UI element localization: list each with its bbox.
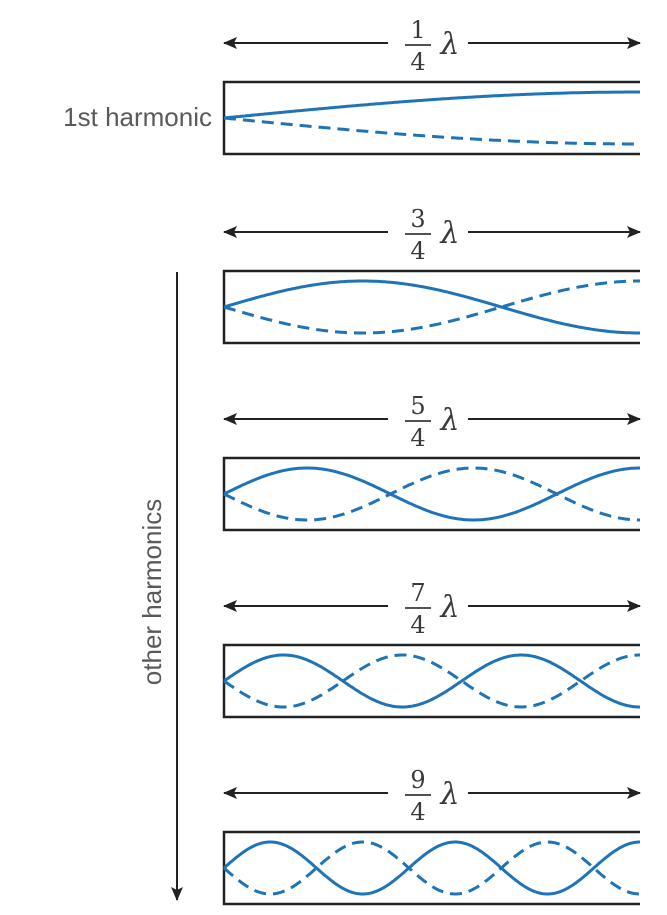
other-harmonics-label: other harmonics bbox=[137, 499, 167, 685]
tube-outline bbox=[222, 830, 640, 906]
harmonic-rows: 14 λ34 λ54 λ74 λ94 λ bbox=[222, 16, 641, 906]
wave-dashed bbox=[223, 653, 640, 709]
lambda-symbol: λ bbox=[439, 777, 459, 812]
fraction-numerator: 7 bbox=[410, 579, 425, 607]
tube-outline bbox=[222, 269, 640, 345]
first-harmonic-label: 1st harmonic bbox=[63, 102, 212, 132]
fraction-numerator: 9 bbox=[410, 766, 425, 794]
fraction-denominator: 4 bbox=[410, 48, 425, 76]
fraction-numerator: 3 bbox=[410, 205, 425, 233]
wave-solid bbox=[223, 90, 640, 120]
lambda-symbol: λ bbox=[439, 216, 459, 251]
lambda-symbol: λ bbox=[439, 403, 459, 438]
wave-dashed bbox=[223, 279, 640, 335]
wave-dashed bbox=[223, 466, 640, 522]
fraction-denominator: 4 bbox=[410, 237, 425, 265]
fraction-denominator: 4 bbox=[410, 798, 425, 826]
fraction-denominator: 4 bbox=[410, 611, 425, 639]
wave-solid bbox=[223, 279, 640, 335]
wave-solid bbox=[223, 840, 640, 896]
wave-dashed bbox=[223, 116, 640, 146]
wave-solid bbox=[223, 466, 640, 522]
fraction-numerator: 1 bbox=[410, 16, 425, 44]
wave-solid bbox=[223, 653, 640, 709]
fraction-denominator: 4 bbox=[410, 424, 425, 452]
fraction-numerator: 5 bbox=[410, 392, 425, 420]
lambda-symbol: λ bbox=[439, 27, 459, 62]
lambda-symbol: λ bbox=[439, 590, 459, 625]
wave-dashed bbox=[223, 840, 640, 896]
